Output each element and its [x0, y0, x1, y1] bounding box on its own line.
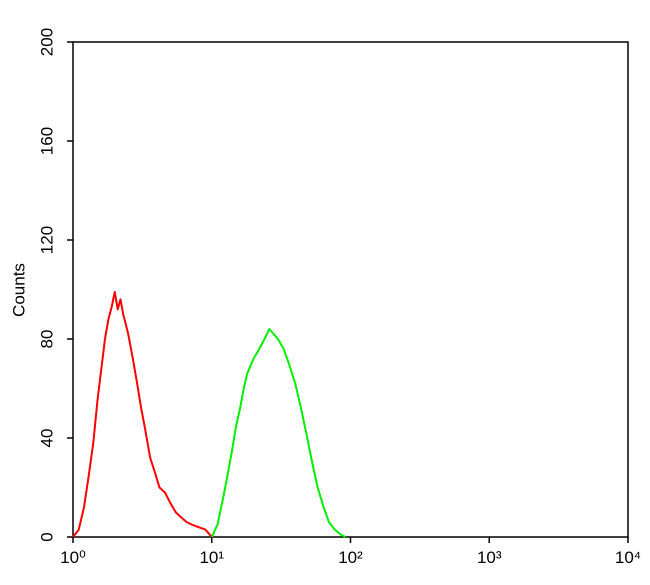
x-tick-label: 10³ — [477, 548, 502, 567]
y-tick-label: 80 — [37, 330, 56, 349]
histogram-line — [210, 328, 346, 538]
x-tick-label: 10⁴ — [615, 548, 641, 567]
y-tick-label: 200 — [37, 28, 56, 56]
plot-frame — [72, 41, 629, 538]
y-tick-label: 120 — [37, 226, 56, 254]
y-axis-label: Counts — [9, 263, 28, 317]
x-tick-label: 10¹ — [199, 548, 224, 567]
y-tick-label: 0 — [37, 532, 56, 541]
y-tick-label: 160 — [37, 127, 56, 155]
x-tick-label: 10⁰ — [60, 548, 86, 567]
x-tick-label: 10² — [338, 548, 363, 567]
y-tick-label: 40 — [37, 429, 56, 448]
histogram-line — [72, 290, 213, 538]
